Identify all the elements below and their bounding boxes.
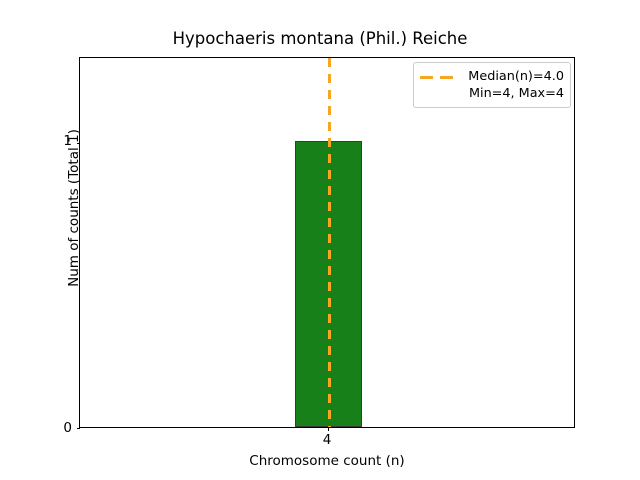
x-axis-label: Chromosome count (n): [249, 453, 405, 469]
legend-text-block: Median(n)=4.0 Min=4, Max=4: [461, 68, 564, 102]
plot-inner: [80, 58, 574, 427]
chart-legend[interactable]: Median(n)=4.0 Min=4, Max=4: [413, 62, 571, 108]
legend-label-range: Min=4, Max=4: [468, 86, 564, 101]
chart-title: Hypochaeris montana (Phil.) Reiche: [172, 29, 468, 48]
ytick-mark-0: [76, 428, 80, 430]
ytick-mark-1: [76, 142, 80, 144]
ytick-label-0: 0: [63, 420, 72, 436]
y-axis-label: Num of counts (Total 1): [66, 129, 82, 287]
xtick-mark-4: [328, 427, 330, 431]
ytick-label-1: 1: [63, 133, 72, 149]
legend-label-median: Median(n)=4.0: [468, 69, 564, 84]
plot-area: [76, 57, 575, 431]
median-vline: [328, 58, 331, 427]
xtick-label-4: 4: [322, 432, 332, 448]
median-dash-icon: [420, 70, 454, 86]
